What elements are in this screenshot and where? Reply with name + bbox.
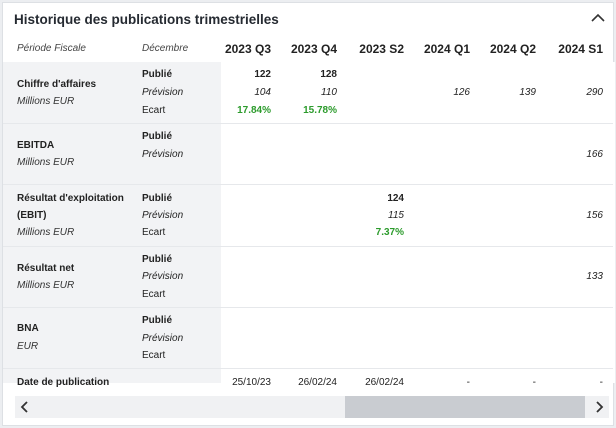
sub-label-published: Publié: [142, 193, 173, 204]
sub-label-forecast: Prévision: [142, 271, 184, 282]
row-unit: Millions EUR: [17, 227, 75, 238]
row-unit: Millions EUR: [17, 280, 75, 291]
pinned-column-background: [3, 62, 221, 383]
table-cell: 139: [519, 87, 536, 98]
sub-label-published: Publié: [142, 69, 173, 80]
fiscal-month-label: Décembre: [142, 43, 189, 54]
table-cell: 115: [388, 210, 404, 221]
publication-date: -: [599, 377, 603, 388]
collapse-button[interactable]: [589, 9, 607, 27]
column-header: 2024 S1: [558, 42, 603, 56]
table-cell: 104: [254, 87, 271, 98]
sub-label-forecast: Prévision: [142, 333, 184, 344]
publication-date-label: Date de publication: [17, 377, 110, 388]
table-cell: 17.84%: [237, 105, 271, 116]
table-cell: 156: [586, 210, 603, 221]
values-area: [221, 62, 615, 383]
scroll-right-button[interactable]: [589, 396, 609, 418]
publication-date: 26/02/24: [365, 377, 404, 388]
sub-label-published: Publié: [142, 315, 173, 326]
column-header: 2023 S2: [359, 42, 404, 56]
panel-title: Historique des publications trimestriell…: [14, 12, 279, 27]
sub-label-gap: Ecart: [142, 227, 166, 238]
row-label: EBITDA: [17, 140, 55, 151]
row-unit: Millions EUR: [17, 157, 75, 168]
sub-label-published: Publié: [142, 254, 173, 265]
row-unit: Millions EUR: [17, 96, 75, 107]
table-cell: 110: [321, 87, 337, 98]
column-header: 2024 Q1: [423, 42, 470, 56]
row-divider: [3, 368, 613, 369]
row-divider: [3, 123, 613, 124]
table-cell: 124: [387, 193, 404, 204]
sub-label-forecast: Prévision: [142, 149, 184, 160]
table-cell: 128: [320, 69, 337, 80]
chevron-up-icon: [591, 13, 605, 22]
row-divider: [3, 246, 613, 247]
row-label-continued: (EBIT): [17, 210, 47, 221]
scrollbar-thumb[interactable]: [345, 396, 585, 418]
table-cell: 15.78%: [303, 105, 337, 116]
column-header: 2023 Q3: [224, 42, 271, 56]
table-cell: 290: [586, 87, 603, 98]
sub-label-gap: Ecart: [142, 350, 166, 361]
sub-label-gap: Ecart: [142, 289, 166, 300]
column-header: 2023 Q4: [290, 42, 337, 56]
table-cell: 133: [586, 271, 603, 282]
sub-label-published: Publié: [142, 131, 173, 142]
table-cell: 7.37%: [375, 227, 404, 238]
row-label: BNA: [17, 323, 39, 334]
scroll-left-button[interactable]: [15, 396, 35, 418]
row-divider: [3, 184, 613, 185]
publication-date: 26/02/24: [298, 377, 337, 388]
publication-date: 25/10/23: [232, 377, 271, 388]
chevron-left-icon: [20, 401, 28, 413]
row-label: Résultat net: [17, 263, 75, 274]
horizontal-scrollbar[interactable]: [15, 396, 609, 418]
row-label: Chiffre d'affaires: [17, 79, 97, 90]
table-cell: 122: [254, 69, 271, 80]
sub-label-forecast: Prévision: [142, 210, 184, 221]
table-cell: 166: [586, 149, 603, 160]
chevron-right-icon: [596, 401, 604, 413]
publication-date: -: [532, 377, 536, 388]
sub-label-gap: Ecart: [142, 105, 166, 116]
column-header: 2024 Q2: [489, 42, 536, 56]
sub-label-forecast: Prévision: [142, 87, 184, 98]
row-unit: EUR: [17, 341, 39, 352]
table-cell: 126: [453, 87, 470, 98]
fiscal-period-label: Période Fiscale: [17, 43, 86, 54]
publication-date: -: [466, 377, 470, 388]
row-label: Résultat d'exploitation: [17, 193, 124, 204]
row-divider: [3, 307, 613, 308]
